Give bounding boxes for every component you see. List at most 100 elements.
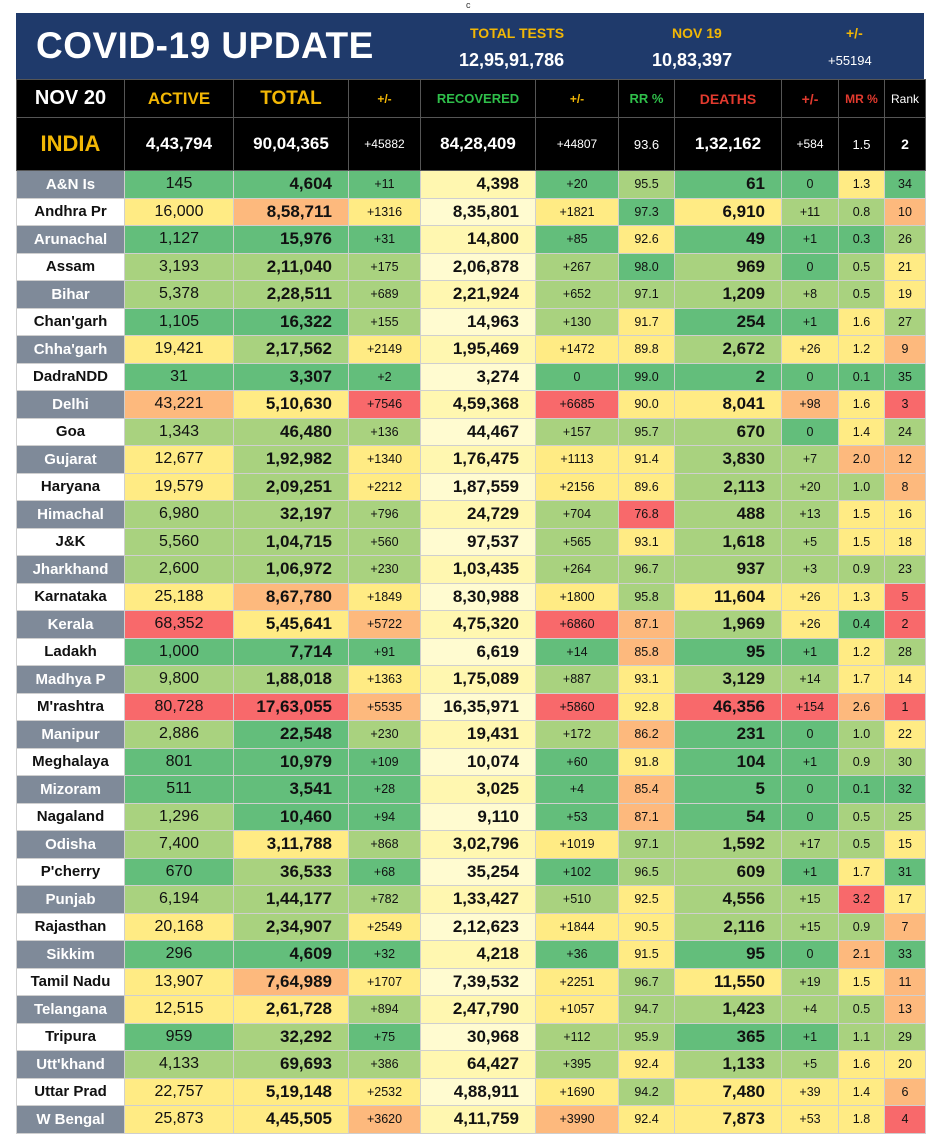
cell-rr: 91.5 [618, 940, 675, 969]
top-mark: c [466, 0, 471, 10]
cell-recovered-change: +1800 [535, 582, 619, 611]
cell-rr: 92.5 [618, 885, 675, 914]
cell-rr: 87.1 [618, 610, 675, 639]
table-row: Karnataka 25,188 8,67,780 +1849 8,30,988 +180… [16, 582, 927, 611]
cell-recovered: 4,59,368 [420, 390, 536, 419]
cell-mr: 1.4 [838, 1077, 885, 1106]
cell-total-change: +11 [348, 170, 421, 199]
cell-recovered: 8,30,988 [420, 582, 536, 611]
cell-recovered: 7,39,532 [420, 967, 536, 996]
cell-rr: 90.5 [618, 912, 675, 941]
cell-deaths: 1,969 [674, 610, 782, 639]
table-row: Telangana 12,515 2,61,728 +894 2,47,790 +1057… [16, 995, 927, 1024]
header-banner: COVID-19 UPDATE TOTAL TESTS 12,95,91,786… [16, 13, 924, 79]
cell-deaths-change: 0 [781, 940, 839, 969]
cell-deaths: 2,116 [674, 912, 782, 941]
tests-change-label: +/- [846, 25, 863, 41]
cell-recovered-change: +704 [535, 500, 619, 529]
table-row: Himachal 6,980 32,197 +796 24,729 +704 76.8 488… [16, 500, 927, 529]
cell-state: Ladakh [16, 637, 125, 666]
cell-recovered-change: +53 [535, 802, 619, 831]
cell-state: Punjab [16, 885, 125, 914]
cell-recovered: 3,274 [420, 362, 536, 391]
cell-rank: 34 [883, 170, 927, 199]
cell-rr: 99.0 [618, 362, 675, 391]
cell-state: W Bengal [16, 1105, 125, 1134]
cell-rr: 95.8 [618, 582, 675, 611]
cell-mr: 0.5 [838, 802, 885, 831]
cell-recovered-change: +130 [535, 307, 619, 336]
cell-deaths: 365 [674, 1022, 782, 1051]
table-row: Ladakh 1,000 7,714 +91 6,619 +14 85.8 95 +1 1.2 28 [16, 637, 927, 666]
cell-rank: 17 [883, 885, 927, 914]
india-total: 90,04,365 [233, 117, 349, 171]
cell-recovered: 2,12,623 [420, 912, 536, 941]
cell-total-change: +1316 [348, 197, 421, 226]
table-row: P'cherry 670 36,533 +68 35,254 +102 96.5 609 +1 1… [16, 857, 927, 886]
cell-deaths-change: 0 [781, 775, 839, 804]
cell-deaths: 1,423 [674, 995, 782, 1024]
cell-state: Sikkim [16, 940, 125, 969]
cell-deaths: 11,550 [674, 967, 782, 996]
cell-total: 4,45,505 [233, 1105, 349, 1134]
cell-recovered: 44,467 [420, 417, 536, 446]
cell-deaths: 7,873 [674, 1105, 782, 1134]
table-row: Tamil Nadu 13,907 7,64,989 +1707 7,39,532 +22… [16, 967, 927, 996]
cell-total: 2,34,907 [233, 912, 349, 941]
cell-mr: 1.6 [838, 307, 885, 336]
cell-active: 12,677 [124, 445, 234, 474]
cell-active: 6,194 [124, 885, 234, 914]
cell-deaths: 95 [674, 637, 782, 666]
cell-rr: 85.8 [618, 637, 675, 666]
cell-rr: 96.5 [618, 857, 675, 886]
cell-recovered: 2,21,924 [420, 280, 536, 309]
cell-rank: 16 [883, 500, 927, 529]
cell-total-change: +2149 [348, 335, 421, 364]
cell-rr: 92.4 [618, 1105, 675, 1134]
cell-rr: 92.8 [618, 692, 675, 721]
cell-state: A&N Is [16, 170, 125, 199]
cell-total-change: +3620 [348, 1105, 421, 1134]
cell-rank: 2 [883, 610, 927, 639]
cell-recovered: 6,619 [420, 637, 536, 666]
cell-total: 3,541 [233, 775, 349, 804]
india-mr: 1.5 [838, 117, 885, 171]
cell-total: 32,197 [233, 500, 349, 529]
cell-deaths-change: +1 [781, 1022, 839, 1051]
cell-rr: 89.6 [618, 472, 675, 501]
cell-total-change: +94 [348, 802, 421, 831]
cell-rr: 96.7 [618, 967, 675, 996]
cell-rank: 15 [883, 830, 927, 859]
cell-total-change: +175 [348, 252, 421, 281]
cell-state: DadraNDD [16, 362, 125, 391]
cell-deaths: 61 [674, 170, 782, 199]
cell-recovered-change: +102 [535, 857, 619, 886]
cell-rr: 91.7 [618, 307, 675, 336]
cell-active: 6,980 [124, 500, 234, 529]
cell-rr: 97.1 [618, 830, 675, 859]
cell-active: 3,193 [124, 252, 234, 281]
cell-rr: 97.3 [618, 197, 675, 226]
cell-state: Meghalaya [16, 747, 125, 776]
cell-active: 22,757 [124, 1077, 234, 1106]
cell-active: 801 [124, 747, 234, 776]
cell-recovered: 14,800 [420, 225, 536, 254]
cell-recovered-change: +264 [535, 555, 619, 584]
cell-rank: 6 [883, 1077, 927, 1106]
cell-total: 1,06,972 [233, 555, 349, 584]
cell-mr: 2.1 [838, 940, 885, 969]
cell-recovered-change: +60 [535, 747, 619, 776]
cell-total-change: +1849 [348, 582, 421, 611]
cell-rr: 92.4 [618, 1050, 675, 1079]
table-row: Odisha 7,400 3,11,788 +868 3,02,796 +1019 97.1… [16, 830, 927, 859]
cell-active: 7,400 [124, 830, 234, 859]
cell-mr: 0.4 [838, 610, 885, 639]
cell-deaths: 609 [674, 857, 782, 886]
cell-mr: 1.2 [838, 335, 885, 364]
table-row: Uttar Prad 22,757 5,19,148 +2532 4,88,911 +16… [16, 1077, 927, 1106]
cell-deaths-change: 0 [781, 720, 839, 749]
cell-total: 46,480 [233, 417, 349, 446]
cell-rank: 8 [883, 472, 927, 501]
cell-total-change: +5722 [348, 610, 421, 639]
cell-state: P'cherry [16, 857, 125, 886]
